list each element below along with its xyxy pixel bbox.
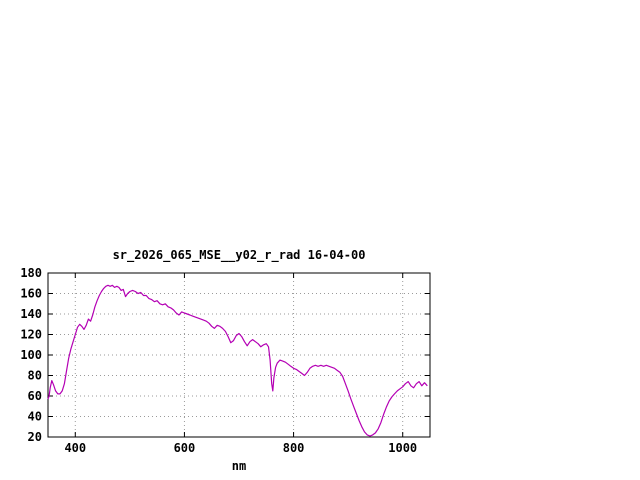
y-tick-label: 20	[28, 430, 42, 444]
y-tick-label: 80	[28, 369, 42, 383]
chart-title: sr_2026_065_MSE__y02_r_rad 16-04-00	[112, 248, 366, 262]
y-tick-label: 60	[28, 389, 42, 403]
y-tick-label: 180	[20, 266, 42, 280]
x-tick-label: 1000	[388, 441, 417, 455]
y-tick-label: 40	[28, 410, 42, 424]
x-tick-label: 600	[174, 441, 196, 455]
y-tick-label: 160	[20, 287, 42, 301]
plot-border	[47, 272, 431, 438]
y-tick-label: 120	[20, 328, 42, 342]
y-tick-label: 100	[20, 348, 42, 362]
y-tick-label: 140	[20, 307, 42, 321]
x-tick-label: 800	[283, 441, 305, 455]
x-tick-label: 400	[64, 441, 86, 455]
data-line-series	[47, 284, 428, 437]
x-axis-label: nm	[231, 459, 247, 473]
